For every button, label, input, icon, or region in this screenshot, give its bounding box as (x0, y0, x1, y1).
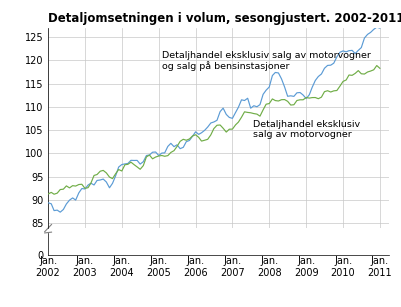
Text: Detaljhandel eksklusiv
salg av motorvogner: Detaljhandel eksklusiv salg av motorvogn… (253, 120, 360, 139)
Text: Detaljhandel eksklusiv salg av motorvogner
og salg på bensinstasjoner: Detaljhandel eksklusiv salg av motorvogn… (162, 51, 371, 71)
Text: Detaljomsetningen i volum, sesongjustert. 2002-2011: Detaljomsetningen i volum, sesongjustert… (48, 12, 401, 25)
